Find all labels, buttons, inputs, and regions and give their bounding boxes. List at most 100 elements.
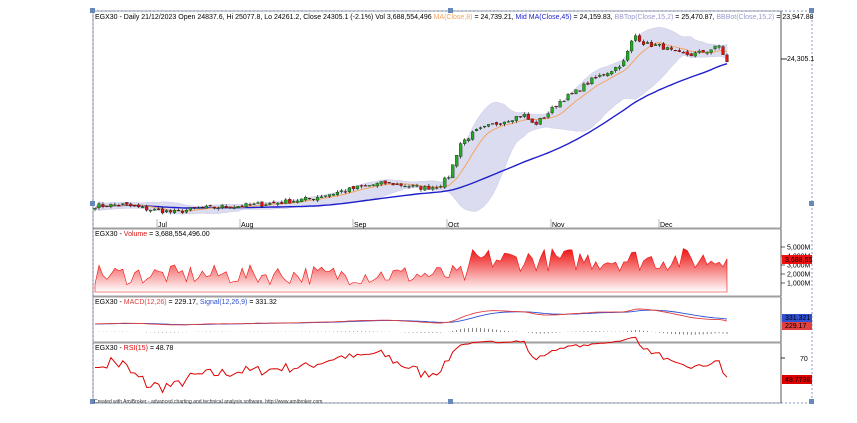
volume-tick-label: 1,000M bbox=[787, 281, 811, 288]
candle bbox=[403, 184, 407, 188]
candle-body bbox=[538, 118, 542, 125]
macd-last-label: 229.17 bbox=[785, 323, 807, 330]
candle bbox=[260, 201, 264, 208]
candle-body bbox=[665, 47, 669, 50]
candle bbox=[490, 123, 495, 125]
candle bbox=[562, 100, 566, 103]
candle-body bbox=[105, 205, 109, 207]
candle-body bbox=[423, 186, 427, 191]
candle-body bbox=[240, 205, 244, 207]
candle-body bbox=[252, 203, 256, 205]
mid-ma-value: = 24,159.83, bbox=[574, 14, 613, 21]
candle bbox=[248, 202, 252, 207]
macd-chart bbox=[94, 308, 728, 335]
candle bbox=[610, 70, 614, 76]
selection-handles[interactable] bbox=[90, 8, 814, 404]
candle bbox=[145, 204, 149, 212]
candle bbox=[161, 206, 165, 215]
candle bbox=[355, 185, 359, 190]
candle bbox=[220, 203, 224, 210]
candle bbox=[479, 126, 483, 131]
candle-body bbox=[244, 203, 248, 207]
candle-body bbox=[276, 202, 280, 205]
candle bbox=[459, 141, 463, 159]
candle bbox=[514, 116, 518, 123]
candle-body bbox=[717, 45, 721, 48]
candle bbox=[566, 92, 570, 102]
candle bbox=[498, 122, 502, 126]
candle-body bbox=[192, 207, 196, 209]
candle-body bbox=[149, 209, 153, 212]
candle-body bbox=[562, 100, 566, 102]
candle bbox=[236, 206, 240, 209]
candle-body bbox=[208, 205, 212, 207]
candle-body bbox=[260, 201, 264, 207]
candle bbox=[93, 208, 97, 212]
last-price-marker: 24,305.1 bbox=[781, 56, 814, 63]
ma-line bbox=[94, 41, 728, 212]
candle-body bbox=[212, 206, 216, 209]
footer-credit: Created with AmiBroker - advanced charti… bbox=[94, 399, 322, 405]
candle bbox=[558, 98, 562, 108]
candle-body bbox=[363, 185, 367, 187]
bbtop-value: = 25,470.87, bbox=[675, 14, 714, 21]
candle-body bbox=[586, 82, 590, 85]
candle-body bbox=[542, 117, 546, 119]
candle bbox=[697, 49, 701, 55]
price-header: EGX30 - Daily 21/12/2023 Open 24837.6, H… bbox=[95, 14, 814, 21]
candle bbox=[375, 182, 379, 188]
candle bbox=[188, 207, 192, 212]
candle-body bbox=[526, 113, 530, 120]
candle bbox=[546, 111, 550, 119]
candle-body bbox=[638, 35, 642, 42]
candle bbox=[622, 58, 626, 67]
candle-body bbox=[93, 208, 97, 210]
candle bbox=[395, 182, 399, 186]
candle-body bbox=[546, 113, 550, 118]
candle-body bbox=[256, 202, 260, 204]
month-label: Sep bbox=[354, 222, 367, 229]
candle bbox=[240, 204, 244, 208]
candle bbox=[709, 49, 713, 55]
candle-body bbox=[268, 202, 272, 205]
candle-body bbox=[574, 89, 578, 94]
candlesticks bbox=[93, 33, 729, 215]
candle bbox=[363, 184, 367, 187]
volume-last-label: 3,688,55 bbox=[785, 257, 812, 264]
rsi-last-marker: 48.7798 bbox=[782, 375, 812, 384]
candle-body bbox=[216, 207, 220, 209]
candle-body bbox=[320, 196, 324, 198]
candle bbox=[661, 42, 665, 50]
candle-body bbox=[677, 50, 681, 52]
candle bbox=[284, 198, 288, 205]
candle-body bbox=[109, 203, 113, 208]
candle-body bbox=[502, 121, 506, 125]
volume-last-marker: 3,688,55 bbox=[782, 255, 812, 264]
candle bbox=[320, 194, 324, 199]
candle bbox=[534, 120, 538, 126]
candle bbox=[280, 200, 284, 205]
signal-line bbox=[94, 309, 728, 326]
candle-body bbox=[697, 50, 701, 53]
candle-body bbox=[129, 203, 133, 207]
ma-8-line bbox=[94, 41, 728, 212]
candle bbox=[554, 105, 558, 109]
candle-body bbox=[522, 114, 526, 117]
candle bbox=[669, 45, 673, 51]
selection-frame[interactable] bbox=[92, 10, 813, 404]
candle bbox=[232, 205, 236, 210]
candle bbox=[439, 184, 443, 189]
candle bbox=[681, 50, 685, 54]
candle-body bbox=[550, 107, 554, 113]
candle-body bbox=[141, 206, 145, 208]
candle-body bbox=[435, 187, 439, 189]
candle bbox=[252, 202, 256, 206]
candle-body bbox=[145, 206, 149, 211]
candle bbox=[391, 183, 395, 186]
candle-body bbox=[709, 49, 713, 53]
candle bbox=[316, 194, 320, 203]
candle-body bbox=[614, 67, 618, 71]
candle bbox=[180, 209, 184, 215]
rsi-header: EGX30 - RSI(15) = 48.78 bbox=[95, 345, 174, 352]
